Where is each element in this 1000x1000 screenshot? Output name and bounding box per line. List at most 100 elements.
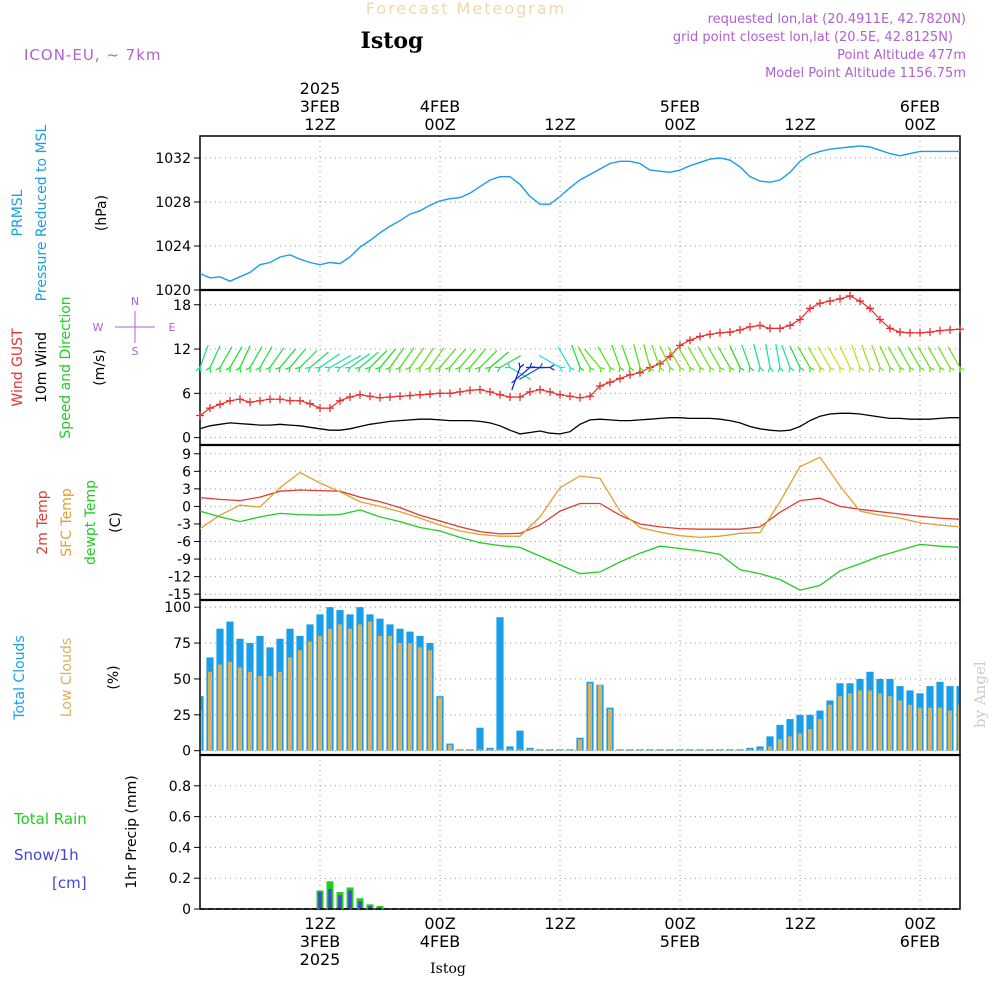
wind-direction-arrow — [817, 346, 835, 373]
low-cloud-bar — [888, 696, 892, 751]
snow-bar — [378, 907, 382, 909]
wind-direction-arrow — [729, 345, 745, 373]
gust-marker — [706, 330, 714, 339]
gust-marker — [526, 387, 534, 396]
low-cloud-bar — [698, 749, 702, 751]
legend-snow: Snow/1h — [14, 846, 79, 864]
gust-marker — [336, 396, 344, 405]
y-tick-label: 1024 — [155, 239, 191, 255]
low-cloud-bar — [598, 684, 602, 751]
wind-direction-arrow — [445, 348, 466, 373]
gust-marker — [566, 392, 574, 401]
low-cloud-bar — [578, 739, 582, 751]
wind-direction-arrow — [879, 345, 895, 373]
wind-direction-arrow — [571, 344, 585, 373]
wind-direction-arrow — [897, 346, 915, 373]
wind-direction-arrow — [355, 351, 379, 373]
time-label: 6FEB — [900, 932, 940, 951]
snow-bar — [348, 890, 352, 909]
low-cloud-bar — [838, 696, 842, 751]
wind-direction-arrow — [611, 344, 625, 373]
gust-marker — [466, 386, 474, 395]
gust-marker — [896, 328, 904, 337]
low-cloud-bar — [958, 704, 959, 751]
gust-marker — [456, 387, 464, 396]
panel-frame — [199, 135, 961, 291]
wind-direction-arrow — [717, 346, 735, 373]
y-axis-label: 1hr Precip (mm) — [124, 775, 140, 888]
gust-marker — [586, 392, 594, 401]
wind-direction-arrow — [577, 346, 595, 373]
low-cloud-bar — [288, 657, 292, 751]
wind-direction-arrow — [687, 346, 705, 373]
wind-direction-arrow — [494, 354, 522, 373]
time-label: 12Z — [544, 914, 575, 933]
gust-marker — [516, 393, 524, 402]
gust-marker — [346, 393, 354, 402]
y-tick-label: 0.8 — [169, 779, 191, 795]
gust-marker — [496, 390, 504, 399]
gust-marker — [486, 387, 494, 396]
total-cloud-bar — [496, 617, 504, 751]
time-label: 00Z — [904, 914, 935, 933]
panel-pressure: 1020 1024 1028 1032 PRMSL Pressure Reduced to… — [10, 124, 961, 301]
low-cloud-bar — [588, 683, 592, 751]
wind-direction-arrow — [474, 350, 498, 373]
rain-bar — [376, 905, 384, 909]
compass-n: N — [131, 295, 139, 308]
wind-direction-arrow — [651, 344, 665, 373]
wind-direction-arrow — [927, 346, 945, 373]
wind-direction-arrow — [435, 348, 456, 373]
y-tick-label: 6 — [182, 464, 191, 480]
low-cloud-bar — [408, 643, 412, 751]
snow-bar — [338, 895, 342, 909]
gust-marker — [686, 336, 694, 345]
time-label: 12Z — [304, 115, 335, 134]
model-label: ICON-EU, ~ 7km — [24, 46, 162, 64]
y-axis-label: Pressure Reduced to MSL — [34, 124, 50, 301]
low-cloud-bar — [908, 704, 912, 751]
gust-marker — [936, 326, 944, 335]
low-cloud-bar — [858, 690, 862, 751]
low-cloud-bar — [328, 628, 332, 751]
wind-direction-arrow — [245, 346, 263, 373]
wind-direction-arrow — [781, 344, 795, 373]
gust-marker — [376, 393, 384, 402]
gust-marker — [946, 325, 954, 334]
wind-direction-arrow — [324, 354, 352, 373]
wind-direction-arrow — [667, 346, 685, 373]
low-cloud-bar — [918, 707, 922, 751]
model-point-altitude: Model Point Altitude 1156.75m — [765, 66, 966, 81]
wind-direction-arrow — [275, 348, 296, 373]
low-cloud-bar — [948, 710, 952, 751]
low-cloud-bar — [338, 624, 342, 751]
wind-direction-arrow — [789, 345, 805, 373]
wind-direction-arrow — [364, 350, 388, 373]
gust-marker — [926, 328, 934, 337]
gust-marker — [876, 315, 884, 324]
gust-marker — [746, 322, 754, 331]
compass-s: S — [132, 345, 139, 358]
low-cloud-bar — [548, 749, 552, 751]
low-cloud-bar — [798, 733, 802, 751]
wind-direction-arrow — [827, 346, 845, 373]
y-tick-label: 0 — [182, 744, 191, 760]
gust-marker — [886, 324, 894, 333]
wind-direction-arrow — [707, 346, 725, 373]
gust-marker — [726, 328, 734, 337]
y-tick-label: 3 — [182, 482, 191, 498]
gust-marker — [666, 352, 674, 361]
y-axis-label: 2m Temp — [35, 490, 51, 554]
time-label: 00Z — [904, 115, 935, 134]
low-cloud-bar — [298, 650, 302, 751]
gust-marker — [446, 389, 454, 398]
low-cloud-bar — [201, 710, 202, 751]
time-label: 5FEB — [660, 932, 700, 951]
wind-direction-arrow — [526, 364, 555, 371]
gust-marker — [596, 381, 604, 390]
gust-marker — [246, 398, 254, 407]
total-cloud-bar — [516, 730, 524, 751]
y-tick-label: 0 — [182, 431, 191, 447]
